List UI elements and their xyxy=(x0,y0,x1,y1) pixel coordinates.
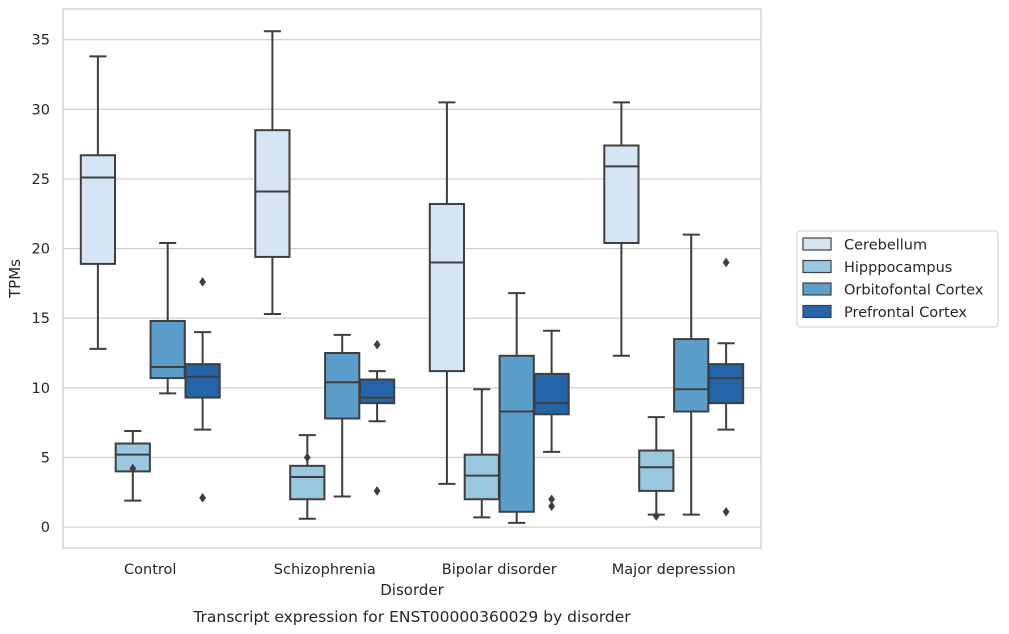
box-group xyxy=(289,434,326,520)
box-group xyxy=(428,101,466,485)
outlier-point xyxy=(548,501,555,512)
legend-label: Cerebellum xyxy=(844,238,927,254)
box-group xyxy=(533,329,570,512)
y-tick-label: 25 xyxy=(32,172,50,188)
plot-frame xyxy=(62,8,762,549)
outlier-point xyxy=(722,257,730,268)
box-group xyxy=(79,55,117,350)
legend-label: Prefrontal Cortex xyxy=(844,305,967,321)
box xyxy=(149,319,186,380)
outlier-point xyxy=(199,277,206,287)
y-tick-label: 5 xyxy=(41,450,50,466)
y-tick-label: 20 xyxy=(32,242,50,258)
y-tick-label: 10 xyxy=(32,381,50,397)
y-tick-label: 30 xyxy=(32,102,50,118)
gridlines xyxy=(63,39,761,528)
outlier-point xyxy=(129,463,137,474)
box-group xyxy=(184,277,221,503)
box xyxy=(289,464,326,501)
box xyxy=(498,354,535,513)
x-tick-label: Schizophrenia xyxy=(274,562,376,578)
outlier-point xyxy=(722,506,730,517)
box-group xyxy=(149,241,186,395)
legend: Cerebellum Hipppocampus Orbitofontal Corte… xyxy=(796,230,999,328)
x-tick-label: Bipolar disorder xyxy=(442,562,557,578)
legend-swatch xyxy=(802,259,832,274)
box-group xyxy=(358,339,396,496)
box-group xyxy=(114,430,151,502)
box xyxy=(707,363,745,405)
y-axis-label: TPMs xyxy=(6,259,24,299)
y-tick-label: 0 xyxy=(41,520,50,536)
y-tick-label: 15 xyxy=(32,311,50,327)
box xyxy=(673,338,710,413)
outlier-point xyxy=(373,339,381,350)
outlier-point xyxy=(652,511,660,521)
legend-swatch xyxy=(802,304,832,319)
outlier-point xyxy=(373,486,381,496)
legend-label: Hipppocampus xyxy=(844,260,952,276)
box xyxy=(463,453,500,501)
box xyxy=(358,378,396,405)
box-group xyxy=(498,292,535,524)
box-group xyxy=(603,101,640,357)
legend-swatch xyxy=(802,237,832,251)
box-group xyxy=(638,416,675,521)
box xyxy=(428,202,466,373)
box-group xyxy=(324,333,361,498)
x-axis-label: Disorder xyxy=(380,581,444,599)
box xyxy=(324,352,361,420)
box xyxy=(184,363,221,399)
outlier-point xyxy=(199,493,206,503)
box-group xyxy=(254,30,291,316)
box-group xyxy=(673,233,710,516)
chart-caption: Transcript expression for ENST0000036002… xyxy=(192,608,631,626)
legend-frame xyxy=(796,230,999,328)
box xyxy=(638,449,675,492)
y-tick-label: 35 xyxy=(32,33,50,49)
box xyxy=(533,372,570,416)
x-tick-label: Control xyxy=(124,562,176,578)
legend-label: Orbitofontal Cortex xyxy=(844,283,984,299)
box-group xyxy=(463,388,500,519)
plot-area xyxy=(79,30,745,524)
box xyxy=(603,144,640,244)
x-tick-label: Major depression xyxy=(612,562,736,578)
outlier-point xyxy=(548,494,555,505)
box xyxy=(79,154,117,265)
legend-swatch xyxy=(802,282,832,296)
y-axis-ticks: 0 5 10 15 20 25 30 35 xyxy=(32,33,50,536)
x-axis-ticks: Control Schizophrenia Bipolar disorder Majo… xyxy=(124,562,736,578)
outlier-point xyxy=(303,452,311,463)
box-group xyxy=(707,257,745,517)
box xyxy=(254,129,291,258)
